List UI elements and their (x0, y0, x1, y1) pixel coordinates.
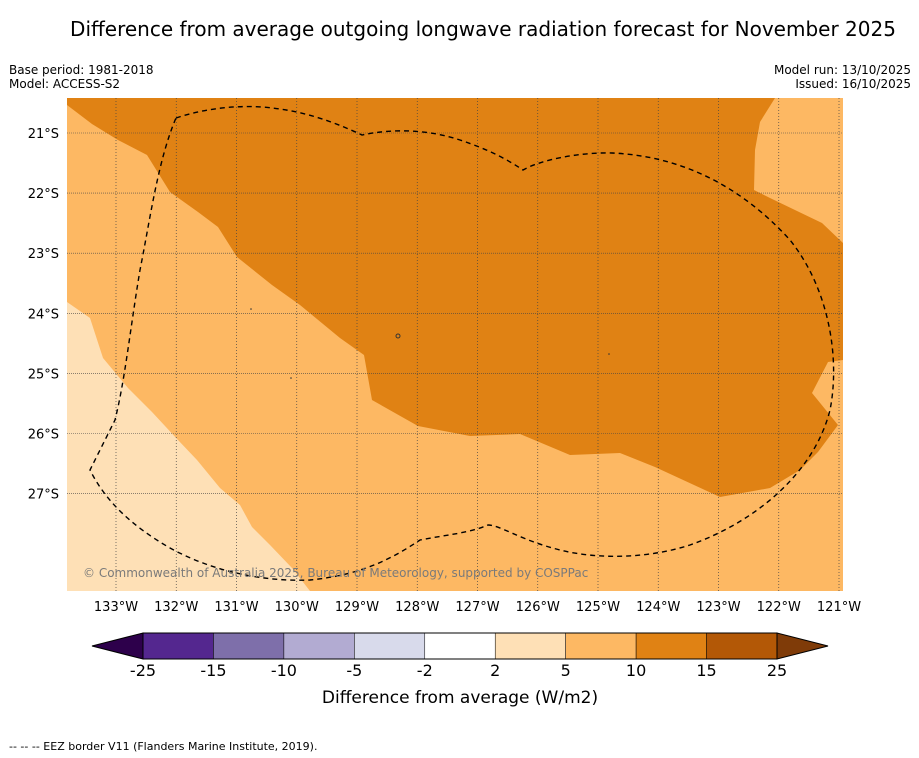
latitude-gridlines (67, 132, 843, 494)
eez-border (89, 105, 835, 581)
colorbar-segment (424, 632, 496, 660)
map-fill-layer (67, 98, 843, 591)
contour-dot (290, 377, 292, 379)
lon-label: 124°W (636, 600, 680, 615)
colorbar-segment (494, 632, 566, 660)
colorbar-tick-label: -5 (346, 661, 362, 680)
lon-label: 127°W (455, 600, 499, 615)
colorbar-segment (354, 632, 426, 660)
colorbar-segment (283, 632, 355, 660)
lat-label: 25°S (28, 367, 59, 382)
lat-label: 26°S (28, 428, 59, 443)
latitude-labels: 21°S 22°S 23°S 24°S 25°S 26°S 27°S (28, 127, 59, 503)
model-name: Model: ACCESS-S2 (9, 77, 121, 91)
lon-label: 126°W (516, 600, 560, 615)
base-period: Base period: 1981-2018 (9, 63, 154, 77)
lon-label: 129°W (335, 600, 379, 615)
colorbar-tick-label: -25 (130, 661, 156, 680)
meta-right: Model run: 13/10/2025 Issued: 16/10/2025 (774, 63, 911, 91)
lon-label: 128°W (395, 600, 439, 615)
colorbar-tick-label: 25 (767, 661, 787, 680)
lon-label: 125°W (576, 600, 620, 615)
longitude-gridlines (115, 98, 840, 591)
colorbar-outline (142, 632, 778, 660)
issued-date: Issued: 16/10/2025 (795, 77, 911, 91)
colorbar-tick-label: -2 (417, 661, 433, 680)
colorbar: -25 -15 -10 -5 -2 2 5 10 15 25 (91, 632, 829, 680)
colorbar-segment (142, 632, 214, 660)
colorbar-under-arrow (91, 632, 144, 660)
lat-label: 21°S (28, 127, 59, 142)
copyright-text: © Commonwealth of Australia 2025, Bureau… (83, 566, 588, 580)
contour-dot (395, 333, 401, 339)
colorbar-tick-label: 5 (561, 661, 571, 680)
colorbar-segment (706, 632, 778, 660)
lon-label: 122°W (757, 600, 801, 615)
colorbar-segment (635, 632, 707, 660)
lat-label: 27°S (28, 488, 59, 503)
longitude-labels: 133°W 132°W 131°W 130°W 129°W 128°W 127°W 126°W… (94, 600, 861, 615)
band-10-15 (67, 98, 843, 497)
lon-label: 121°W (817, 600, 861, 615)
lon-label: 131°W (214, 600, 258, 615)
lon-label: 132°W (154, 600, 198, 615)
lat-label: 22°S (28, 187, 59, 202)
lat-label: 23°S (28, 247, 59, 262)
eez-legend-text: -- -- -- EEZ border V11 (Flanders Marine… (9, 740, 318, 753)
lat-label: 24°S (28, 307, 59, 322)
colorbar-segment (213, 632, 285, 660)
colorbar-tick-label: 10 (626, 661, 646, 680)
colorbar-tick-label: 15 (696, 661, 716, 680)
contour-dot (608, 353, 610, 355)
colorbar-tick-label: -15 (200, 661, 226, 680)
lon-label: 123°W (696, 600, 740, 615)
model-run: Model run: 13/10/2025 (773, 63, 911, 77)
colorbar-tick-label: 2 (490, 661, 500, 680)
colorbar-label: Difference from average (W/m2) (322, 688, 598, 708)
colorbar-tick-label: -10 (271, 661, 297, 680)
colorbar-over-arrow (776, 632, 829, 660)
map-title: Difference from average outgoing longwav… (70, 17, 896, 41)
colorbar-segment (565, 632, 637, 660)
contour-dot (250, 308, 252, 310)
meta-left: Base period: 1981-2018 Model: ACCESS-S2 (9, 63, 154, 91)
lon-label: 133°W (94, 600, 138, 615)
lon-label: 130°W (275, 600, 319, 615)
